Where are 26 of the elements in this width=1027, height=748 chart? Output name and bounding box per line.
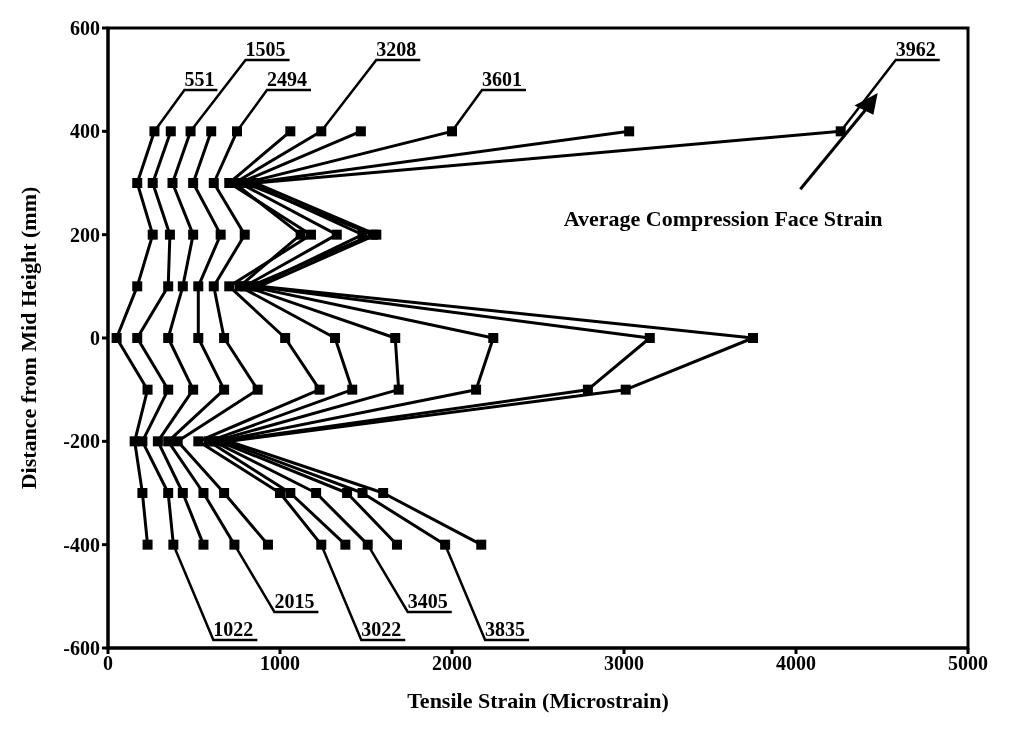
y-tick-label: -600 bbox=[63, 637, 100, 660]
x-tick-label: 3000 bbox=[604, 652, 644, 675]
x-tick-label: 5000 bbox=[948, 652, 988, 675]
y-tick-label: 400 bbox=[70, 120, 100, 143]
y-tick-label: 600 bbox=[70, 17, 100, 40]
x-axis-title: Tensile Strain (Microstrain) bbox=[407, 688, 669, 713]
annotation: 3835 bbox=[485, 618, 526, 640]
y-tick-label: -400 bbox=[63, 533, 100, 556]
annotation: 3601 bbox=[482, 68, 522, 90]
annotation: 2494 bbox=[267, 68, 307, 90]
x-tick-label: 4000 bbox=[776, 652, 816, 675]
annotation: 3022 bbox=[361, 618, 402, 640]
x-tick-label: 2000 bbox=[432, 652, 472, 675]
annotation: 1022 bbox=[213, 618, 254, 640]
annotation: Average Compression Face Strain bbox=[563, 206, 883, 232]
annotation: 2015 bbox=[274, 590, 315, 612]
annotation: 3962 bbox=[895, 38, 936, 60]
y-tick-label: -200 bbox=[63, 430, 100, 453]
y-axis-title: Distance from Mid Height (mm) bbox=[15, 186, 41, 490]
annotation: 3208 bbox=[376, 38, 417, 60]
annotation: 551 bbox=[184, 68, 215, 90]
annotation: 1505 bbox=[245, 38, 286, 60]
x-tick-label: 1000 bbox=[260, 652, 300, 675]
y-tick-label: 200 bbox=[70, 223, 100, 246]
y-tick-label: 0 bbox=[90, 327, 100, 350]
annotation: 3405 bbox=[407, 590, 448, 612]
